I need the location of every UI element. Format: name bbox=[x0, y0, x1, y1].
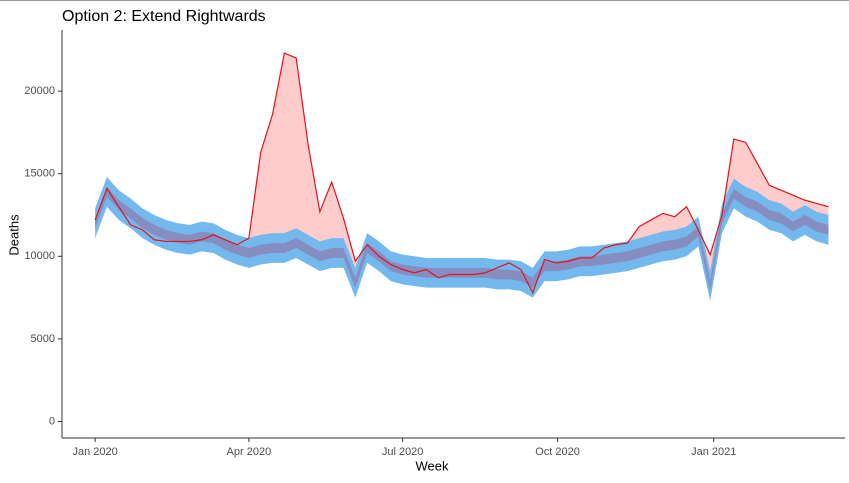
x-tick-label: Jan 2020 bbox=[72, 446, 117, 458]
y-tick-label: 20000 bbox=[24, 85, 55, 97]
y-tick-label: 5000 bbox=[31, 333, 55, 345]
y-tick-label: 10000 bbox=[24, 250, 55, 262]
y-axis-label: Deaths bbox=[6, 214, 21, 256]
y-tick-label: 0 bbox=[49, 415, 55, 427]
x-tick-label: Oct 2020 bbox=[535, 446, 580, 458]
x-tick-label: Apr 2020 bbox=[227, 446, 272, 458]
x-tick-label: Jul 2020 bbox=[382, 446, 424, 458]
band bbox=[95, 186, 829, 291]
x-axis-label: Week bbox=[416, 458, 449, 473]
data-line bbox=[94, 52, 829, 295]
x-tick-label: Jan 2021 bbox=[691, 446, 736, 458]
excess-area bbox=[95, 53, 829, 293]
chart-title: Option 2: Extend Rightwards bbox=[62, 8, 266, 25]
y-tick-label: 15000 bbox=[24, 168, 55, 180]
